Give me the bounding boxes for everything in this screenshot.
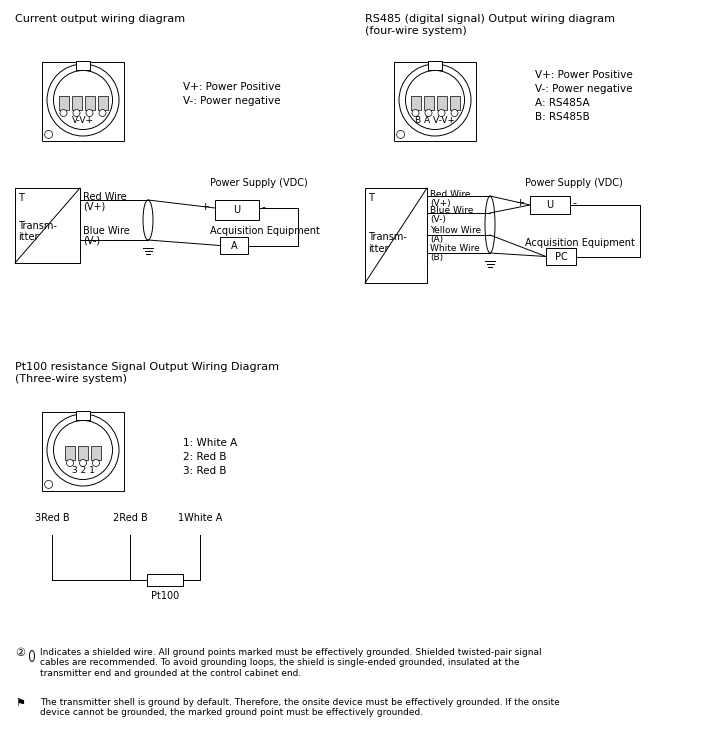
Text: ⚑: ⚑ — [15, 698, 25, 708]
Bar — [215, 200, 259, 220]
Text: 1White A: 1White A — [178, 513, 222, 523]
Text: (A): (A) — [430, 235, 443, 244]
Text: V-: Power negative: V-: Power negative — [183, 96, 281, 106]
Bar — [220, 237, 248, 254]
Circle shape — [412, 109, 419, 117]
Text: 3 2 1: 3 2 1 — [72, 466, 94, 475]
Bar — [76, 62, 90, 71]
Bar — [450, 96, 459, 110]
Text: Power Supply (VDC): Power Supply (VDC) — [210, 178, 308, 188]
Text: 3Red B: 3Red B — [35, 513, 69, 523]
Text: +: + — [515, 198, 525, 208]
Bar — [42, 62, 124, 142]
Text: Yellow Wire: Yellow Wire — [430, 226, 481, 235]
Bar — [15, 188, 80, 263]
Bar — [65, 446, 75, 460]
Text: U: U — [233, 205, 240, 215]
Circle shape — [67, 459, 74, 467]
Circle shape — [425, 109, 432, 117]
Text: 3: Red B: 3: Red B — [183, 466, 226, 476]
Bar — [59, 96, 69, 110]
Circle shape — [79, 459, 86, 467]
Text: 2: Red B: 2: Red B — [183, 452, 226, 462]
Bar — [423, 96, 433, 110]
Text: RS485 (digital signal) Output wiring diagram
(four-wire system): RS485 (digital signal) Output wiring dia… — [365, 14, 615, 35]
Text: Transm-
itter: Transm- itter — [368, 232, 407, 254]
Text: +: + — [201, 202, 210, 212]
Text: PC: PC — [554, 252, 567, 261]
Text: Blue Wire: Blue Wire — [83, 226, 130, 236]
Text: Red Wire: Red Wire — [83, 192, 127, 202]
Bar — [411, 96, 420, 110]
Text: Pt100 resistance Signal Output Wiring Diagram
(Three-wire system): Pt100 resistance Signal Output Wiring Di… — [15, 362, 279, 383]
Text: -: - — [261, 202, 265, 212]
Bar — [98, 96, 108, 110]
Text: (V+): (V+) — [430, 199, 451, 208]
Text: V-V+: V-V+ — [72, 117, 94, 126]
Text: Transm-
itter: Transm- itter — [18, 221, 57, 242]
Text: T: T — [18, 193, 24, 203]
Circle shape — [73, 109, 80, 117]
Text: Current output wiring diagram: Current output wiring diagram — [15, 14, 185, 24]
Text: V-: Power negative: V-: Power negative — [535, 84, 632, 94]
Text: (V-): (V-) — [83, 235, 100, 245]
Bar — [530, 196, 570, 214]
Text: Blue Wire: Blue Wire — [430, 206, 474, 215]
Text: (B): (B) — [430, 253, 443, 262]
Bar — [84, 96, 94, 110]
Circle shape — [92, 459, 99, 467]
Text: U: U — [547, 200, 554, 210]
Bar — [393, 62, 476, 142]
Text: B: RS485B: B: RS485B — [535, 112, 590, 122]
Text: White Wire: White Wire — [430, 244, 480, 253]
Circle shape — [60, 109, 67, 117]
Text: Red Wire: Red Wire — [430, 190, 471, 199]
Text: (V-): (V-) — [430, 215, 446, 224]
Text: B A V-V+: B A V-V+ — [415, 117, 455, 126]
Bar — [546, 248, 576, 265]
Text: V+: Power Positive: V+: Power Positive — [535, 70, 632, 80]
Bar — [72, 96, 82, 110]
Bar — [437, 96, 447, 110]
Bar — [365, 188, 427, 283]
Text: ②: ② — [15, 648, 25, 658]
Bar — [42, 412, 124, 492]
Bar — [428, 62, 442, 71]
Text: Acquisition Equipment: Acquisition Equipment — [210, 226, 320, 236]
Text: -: - — [572, 198, 576, 208]
Text: A: A — [230, 240, 238, 251]
Text: Pt100: Pt100 — [151, 591, 179, 601]
Text: T: T — [368, 193, 374, 203]
Circle shape — [451, 109, 458, 117]
Circle shape — [86, 109, 93, 117]
Text: 2Red B: 2Red B — [113, 513, 147, 523]
Circle shape — [99, 109, 106, 117]
Text: Acquisition Equipment: Acquisition Equipment — [525, 238, 635, 248]
Text: Indicates a shielded wire. All ground points marked must be effectively grounded: Indicates a shielded wire. All ground po… — [40, 648, 542, 678]
Bar — [147, 574, 183, 586]
Text: The transmitter shell is ground by default. Therefore, the onsite device must be: The transmitter shell is ground by defau… — [40, 698, 559, 718]
Bar — [91, 446, 101, 460]
Bar — [78, 446, 88, 460]
Text: (V+): (V+) — [83, 201, 105, 211]
Circle shape — [438, 109, 445, 117]
Text: 1: White A: 1: White A — [183, 438, 238, 448]
Bar — [76, 411, 90, 420]
Text: A: RS485A: A: RS485A — [535, 98, 590, 108]
Text: V+: Power Positive: V+: Power Positive — [183, 82, 281, 92]
Text: Power Supply (VDC): Power Supply (VDC) — [525, 178, 623, 188]
